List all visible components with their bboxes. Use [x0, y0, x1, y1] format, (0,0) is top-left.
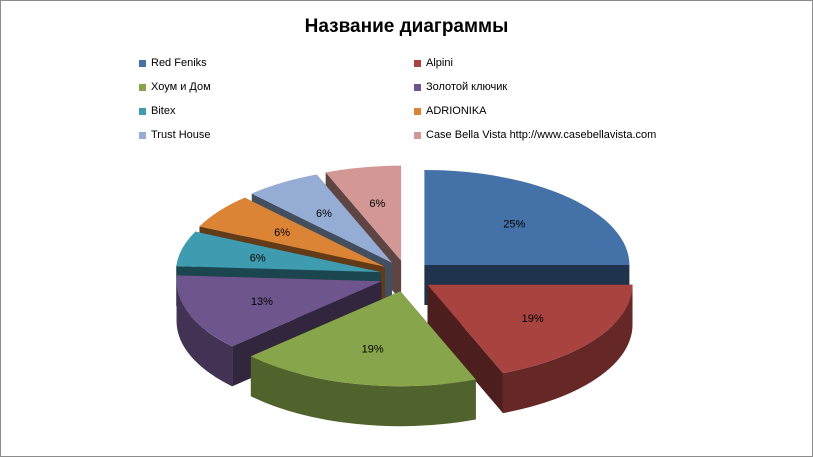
legend-swatch — [414, 59, 421, 67]
legend-swatch — [139, 107, 146, 115]
legend-swatch — [414, 131, 421, 139]
data-label: 19% — [522, 313, 544, 325]
legend-item: ADRIONIKA — [414, 105, 487, 117]
legend-item: Золотой ключик — [414, 81, 507, 93]
slice-side — [502, 284, 633, 414]
legend-label: Золотой ключик — [426, 81, 508, 93]
legend-swatch — [139, 59, 146, 67]
legend-swatch — [414, 107, 421, 115]
pie-slice — [424, 169, 630, 305]
legend-label: Bitex — [151, 105, 176, 117]
slice-top — [325, 165, 402, 261]
data-label: 6% — [316, 208, 332, 220]
data-label: 6% — [274, 227, 290, 239]
legend-label: Хоум и Дом — [151, 81, 211, 93]
slice-top — [176, 275, 382, 347]
legend-item: Alpini — [414, 57, 453, 69]
legend-item: Red Feniks — [139, 57, 207, 69]
slice-wall — [427, 284, 503, 414]
data-label: 13% — [251, 296, 273, 308]
slice-top — [176, 231, 381, 273]
legend-label: Case Bella Vista http://www.casebellavis… — [426, 129, 657, 141]
slice-top — [250, 291, 476, 387]
legend-label: Alpini — [426, 57, 453, 69]
data-label: 25% — [503, 218, 525, 230]
slice-top — [251, 174, 393, 263]
data-label: 19% — [362, 344, 384, 356]
chart-title: Название диаграммы — [304, 16, 509, 37]
legend-item: Хоум и Дом — [139, 81, 211, 93]
slice-top — [427, 284, 633, 374]
slice-side — [176, 281, 233, 387]
pie-slice — [427, 284, 633, 414]
data-label: 6% — [369, 198, 385, 210]
legend-label: Red Feniks — [151, 57, 207, 69]
legend-item: Bitex — [139, 105, 175, 117]
legend-item: Case Bella Vista http://www.casebellavis… — [414, 129, 656, 141]
slice-top — [199, 197, 385, 267]
slice-top — [424, 169, 630, 265]
legend-item: Trust House — [139, 129, 211, 141]
data-label: 6% — [250, 252, 266, 264]
legend-label: Trust House — [151, 129, 211, 141]
legend-swatch — [414, 83, 421, 91]
pie-slice — [250, 291, 476, 427]
legend-swatch — [139, 131, 146, 139]
legend-swatch — [139, 83, 146, 91]
slice-side — [250, 356, 476, 427]
legend-label: ADRIONIKA — [426, 105, 487, 117]
